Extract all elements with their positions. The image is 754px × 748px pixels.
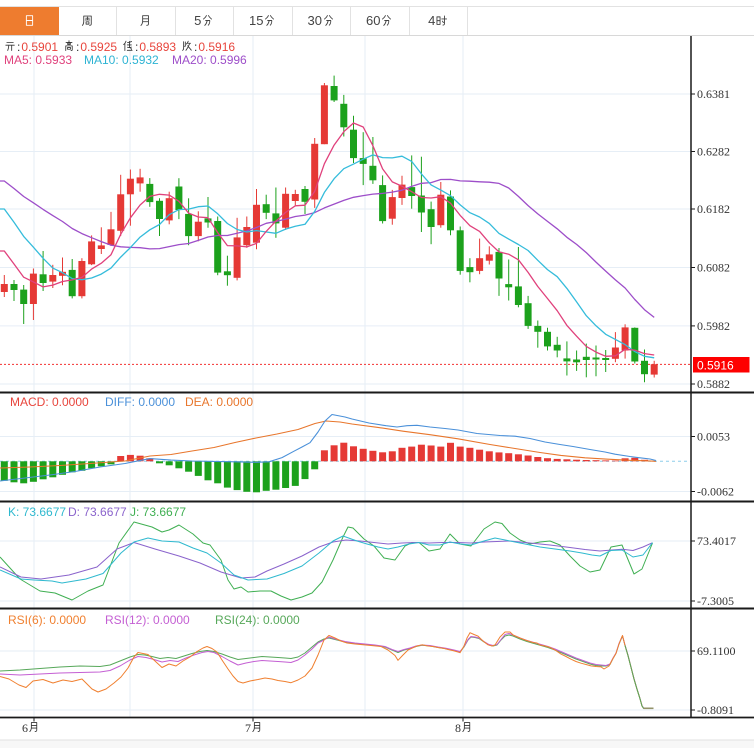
svg-text:0.6182: 0.6182: [697, 202, 730, 216]
svg-text:-7.3005: -7.3005: [697, 594, 734, 608]
svg-text:0.6282: 0.6282: [697, 145, 730, 159]
svg-text:0.5916: 0.5916: [697, 359, 734, 373]
svg-text:69.1100: 69.1100: [697, 644, 736, 658]
svg-text:-0.8091: -0.8091: [697, 703, 734, 717]
svg-text:-0.0062: -0.0062: [697, 485, 734, 499]
svg-text:0.0053: 0.0053: [697, 430, 730, 444]
svg-text:0.6381: 0.6381: [697, 87, 730, 101]
svg-text:73.4017: 73.4017: [697, 534, 736, 548]
svg-text:0.5982: 0.5982: [697, 319, 730, 333]
svg-text:0.5882: 0.5882: [697, 377, 730, 391]
svg-text:0.6082: 0.6082: [697, 261, 730, 275]
